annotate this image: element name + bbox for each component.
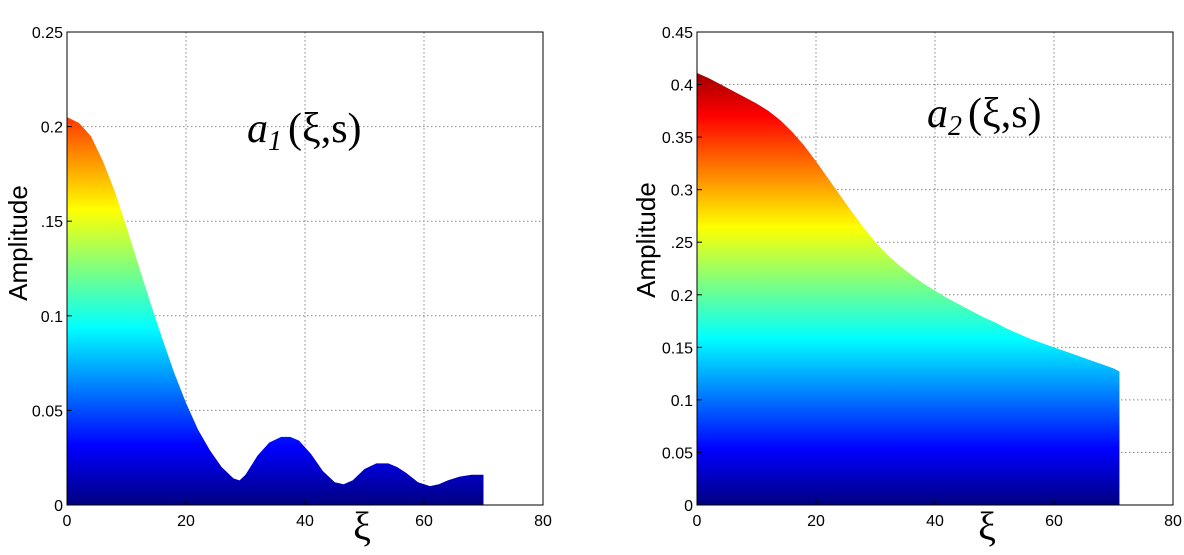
y-tick-label-1-5: 0.25 [32, 25, 63, 42]
y-tick-label-2-9: 0.45 [662, 25, 693, 42]
annotation-var-1: a [247, 106, 268, 152]
x-tick-label-2-2: 40 [926, 513, 944, 530]
x-axis-label-2: ξ [978, 504, 996, 549]
ticks-2: 0 20 40 60 80 0 0.05 0.1 0.15 0.2 .25 0.3 0.35 0.4 0.4… [662, 25, 1182, 530]
annotation-var-2: a [927, 91, 948, 137]
x-tick-label-1-4: 80 [534, 513, 552, 530]
y-tick-label-2-0: 0 [684, 498, 693, 515]
y-tick-label-2-6: 0.3 [671, 183, 693, 200]
annotation-sub-1: 1 [268, 126, 282, 157]
y-tick-label-2-4: 0.2 [671, 288, 693, 305]
annotation-args-2: (ξ,s) [968, 91, 1042, 137]
y-tick-label-1-1: 0.05 [32, 403, 63, 420]
ticks-1: 0 20 40 60 80 0 0.05 0.1 .15 0.2 0.25 [32, 25, 552, 530]
y-tick-label-2-2: 0.1 [671, 393, 693, 410]
x-tick-label-2-1: 20 [807, 513, 825, 530]
y-tick-label-2-8: 0.4 [671, 78, 693, 95]
area-series-2 [697, 72, 1120, 506]
series-annotation-1: a1 (ξ,s) [247, 106, 362, 157]
x-tick-label-2-3: 60 [1045, 513, 1063, 530]
y-tick-label-2-1: 0.05 [662, 445, 693, 462]
x-axis-label-1: ξ [353, 504, 371, 549]
y-axis-label-2: Amplitude [631, 182, 661, 298]
annotation-args-1: (ξ,s) [288, 106, 362, 152]
x-tick-label-1-1: 20 [177, 513, 195, 530]
chart-panel-2: 0 20 40 60 80 0 0.05 0.1 0.15 0.2 .25 0.3 0.35 0.4 0.4… [631, 25, 1182, 549]
x-tick-label-1-2: 40 [296, 513, 314, 530]
y-tick-label-2-7: 0.35 [662, 130, 693, 147]
area-series-1 [67, 117, 484, 505]
y-tick-label-1-3: .15 [41, 214, 63, 231]
x-tick-label-2-4: 80 [1164, 513, 1182, 530]
x-tick-label-2-0: 0 [693, 513, 702, 530]
x-tick-label-1-0: 0 [63, 513, 72, 530]
y-tick-label-2-5: .25 [671, 235, 693, 252]
y-tick-label-1-4: 0.2 [41, 120, 63, 137]
series-annotation-2: a2 (ξ,s) [927, 91, 1042, 142]
y-axis-label-1: Amplitude [3, 185, 33, 301]
annotation-sub-2: 2 [948, 111, 962, 142]
y-tick-label-1-2: 0.1 [41, 309, 63, 326]
y-tick-label-1-0: 0 [54, 498, 63, 515]
y-tick-label-2-3: 0.15 [662, 340, 693, 357]
x-tick-label-1-3: 60 [415, 513, 433, 530]
